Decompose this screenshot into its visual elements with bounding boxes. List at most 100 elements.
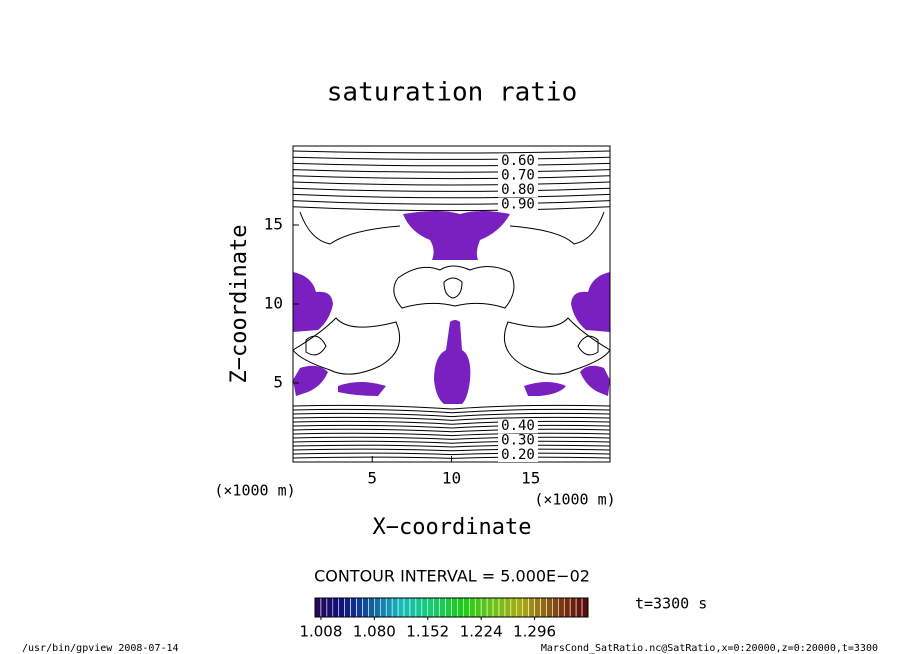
colorbar-tick-label: 1.080 [353, 623, 396, 641]
colorbar-cell [320, 597, 328, 618]
x-unit: (×1000 m) [534, 491, 615, 509]
contour-line [292, 156, 611, 160]
plot-frame [292, 145, 611, 463]
colorbar-cell [415, 597, 423, 618]
colorbar-cell [409, 597, 417, 618]
colorbar-cell [486, 597, 494, 618]
contour-line [292, 317, 400, 375]
contour-line [443, 277, 463, 299]
filled-region [580, 365, 610, 396]
contour-line [292, 436, 611, 440]
colorbar-cell [350, 597, 357, 618]
contour-label-bg [498, 168, 538, 183]
colorbar-frame [314, 597, 589, 618]
filled-region [571, 272, 610, 332]
colorbar-cell [362, 597, 369, 618]
contour-line [292, 416, 611, 421]
colorbar-cell [463, 597, 470, 618]
colorbar-cell [540, 597, 547, 618]
contour-label: 0.70 [501, 168, 535, 184]
colorbar-cell [457, 597, 464, 618]
colorbar-cell [326, 597, 334, 618]
contour-line [292, 200, 611, 205]
colorbar-cell [332, 597, 340, 618]
colorbar-cell [338, 597, 345, 618]
colorbar-cell [385, 597, 393, 618]
colorbar-cell [581, 597, 589, 618]
colorbar-cell [569, 597, 577, 618]
colorbar-cell [397, 597, 405, 618]
contour-line [292, 187, 611, 192]
colorbar-cell [498, 597, 506, 618]
colorbar-cell [522, 597, 529, 618]
contour-lines [292, 150, 611, 459]
colorbar-cell [474, 597, 482, 618]
colorbar-cell [492, 597, 500, 618]
contour-line [292, 404, 611, 410]
contour-line [292, 432, 611, 437]
contour-line [292, 424, 611, 429]
contour-label: 0.40 [501, 418, 535, 434]
colorbar-tick-label: 1.296 [513, 623, 556, 641]
colorbar-cell [546, 597, 553, 618]
x-tick-label: 15 [521, 469, 540, 488]
colorbar-cell [374, 597, 381, 618]
contour-line [292, 428, 611, 433]
colorbar-cell [504, 597, 512, 618]
colorbar-cell [469, 597, 476, 618]
contour-label: 0.20 [501, 447, 535, 463]
contour-line [292, 412, 611, 418]
filled-region [293, 272, 333, 332]
colorbar-cell [445, 597, 452, 618]
contour-line [292, 181, 611, 186]
colorbar-cell [480, 597, 488, 618]
time-label: t=3300 s [635, 595, 707, 613]
y-tick-label: 5 [273, 373, 283, 392]
contour-label-bg [498, 183, 538, 197]
colorbar-cell [563, 597, 571, 618]
contour-line [292, 440, 611, 444]
footer-right: MarsCond_SatRatio.nc@SatRatio,x=0:20000,… [541, 643, 878, 654]
y-tick-label: 10 [264, 294, 283, 313]
y-unit: (×1000 m) [214, 482, 295, 500]
contour-line [292, 444, 611, 448]
contour-line [292, 452, 611, 456]
contour-label: 0.30 [501, 433, 535, 449]
y-axis-label: Z−coordinate [227, 225, 252, 384]
contour-line [292, 408, 611, 414]
contour-line [299, 211, 605, 245]
colorbar-cell [510, 597, 518, 618]
filled-region [338, 382, 386, 396]
contour-line [305, 335, 599, 356]
filled-region [293, 365, 328, 396]
filled-region [403, 211, 510, 260]
contour-label-bg [498, 197, 538, 212]
colorbar-cell [379, 597, 387, 618]
contour-label: 0.60 [501, 153, 535, 169]
footer-left: /usr/bin/gpview 2008-07-14 [22, 643, 179, 654]
colorbar-tick-label: 1.152 [406, 623, 449, 641]
contour-interval: CONTOUR INTERVAL = 5.000E−02 [314, 567, 590, 586]
colorbar-cell [314, 597, 322, 618]
colorbar-cell [558, 597, 565, 618]
colorbar-cell [516, 597, 524, 618]
colorbar-cell [451, 597, 458, 618]
colorbar-cell [534, 597, 541, 618]
colorbar-cell [344, 597, 351, 618]
contour-label-bg [498, 154, 538, 168]
y-tick-label: 15 [264, 215, 283, 234]
contour-line [292, 150, 611, 154]
contour-field [292, 211, 611, 404]
chart-title: saturation ratio [327, 78, 577, 108]
colorbar-cell [528, 597, 535, 618]
colorbar-cell [552, 597, 559, 618]
contour-label: 0.80 [501, 182, 535, 198]
contour-label: 0.90 [501, 197, 535, 213]
contour-line [292, 169, 611, 173]
colorbar-cell [391, 597, 399, 618]
contour-line [292, 162, 611, 167]
contour-line [292, 175, 611, 180]
colorbar-cell [403, 597, 411, 618]
contour-label-bg [498, 433, 538, 448]
